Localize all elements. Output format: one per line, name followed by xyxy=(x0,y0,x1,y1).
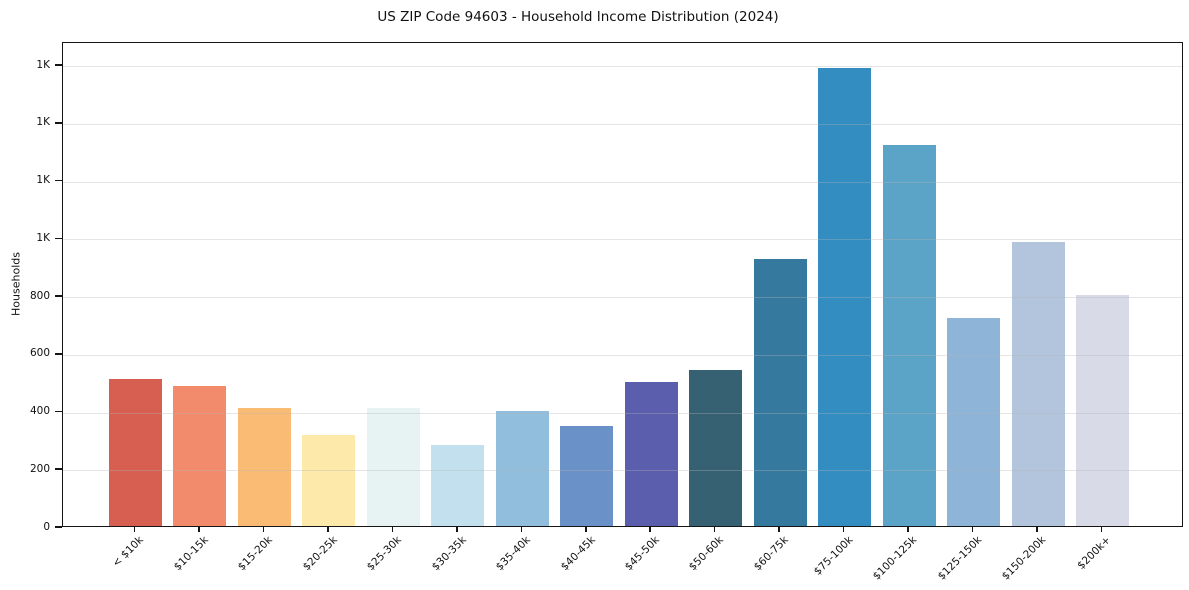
x-tick-mark xyxy=(391,527,394,532)
y-tick-label: 1K xyxy=(36,174,50,187)
x-tick-label: $45-50k xyxy=(622,534,662,574)
x-tick-label: $10-15k xyxy=(171,534,211,574)
bars-layer xyxy=(63,43,1182,526)
x-tick-mark xyxy=(778,527,780,532)
x-tick-label: $40-45k xyxy=(558,534,598,574)
plot-area xyxy=(62,42,1183,527)
x-tick-mark xyxy=(520,527,523,532)
bar-$125-150k xyxy=(947,318,1001,526)
bar-$15-20k xyxy=(237,407,291,526)
x-tick-label: < $10k xyxy=(110,534,146,570)
x-tick-mark xyxy=(713,527,716,532)
y-tick-mark xyxy=(55,468,62,471)
bar-$35-40k xyxy=(495,410,549,526)
y-tick-label: 1K xyxy=(36,116,50,129)
x-tick-mark xyxy=(262,527,265,532)
x-tick-label: $100-125k xyxy=(871,534,920,583)
x-tick-mark xyxy=(1100,527,1103,532)
x-tick-label: $25-30k xyxy=(364,534,404,574)
y-tick-mark xyxy=(55,352,62,355)
y-tick-mark xyxy=(55,410,62,413)
bar-$25-30k xyxy=(366,408,420,526)
y-tick-mark xyxy=(55,295,62,297)
y-tick-mark xyxy=(55,237,62,240)
x-tick-mark xyxy=(1036,527,1038,532)
y-tick-label: 1K xyxy=(36,231,50,244)
bar-$30-35k xyxy=(431,445,485,526)
y-tick-label: 0 xyxy=(43,520,50,533)
x-tick-label: $150-200k xyxy=(999,534,1049,583)
x-tick-mark xyxy=(649,527,652,532)
x-tick-label: $125-150k xyxy=(935,534,985,583)
bar-$10-15k xyxy=(173,386,227,526)
x-tick-label: $30-35k xyxy=(429,534,469,574)
x-tick-label: $60-75k xyxy=(751,534,791,574)
y-tick-mark xyxy=(55,64,62,66)
y-tick-label: 400 xyxy=(29,405,50,418)
x-tick-label: $75-100k xyxy=(811,534,856,578)
x-tick-label: $50-60k xyxy=(687,534,727,574)
y-tick-label: 800 xyxy=(29,289,50,302)
bar-$75-100k xyxy=(818,68,872,526)
x-tick-label: $15-20k xyxy=(235,534,275,574)
x-tick-label: $20-25k xyxy=(300,534,340,574)
x-tick-mark xyxy=(327,527,329,532)
y-tick-label: 1K xyxy=(36,58,50,71)
x-tick-label: $200k+ xyxy=(1075,534,1113,572)
x-tick-mark xyxy=(971,527,974,532)
x-tick-mark xyxy=(907,527,909,532)
bar-$200k+ xyxy=(1076,295,1129,526)
x-tick-mark xyxy=(584,527,587,532)
bar-$150-200k xyxy=(1011,241,1065,526)
x-tick-mark xyxy=(133,527,136,532)
x-tick-mark xyxy=(842,527,845,532)
bar-$40-45k xyxy=(560,426,614,526)
y-tick-mark xyxy=(55,122,62,124)
bar-$50-60k xyxy=(689,370,743,526)
x-tick-mark xyxy=(198,527,200,532)
bar-$20-25k xyxy=(302,435,356,526)
y-axis-label: Households xyxy=(9,252,23,316)
y-tick-label: 200 xyxy=(29,462,50,475)
y-tick-mark xyxy=(55,526,62,528)
x-tick-mark xyxy=(456,527,458,532)
y-tick-label: 600 xyxy=(29,347,50,360)
x-tick-label: $35-40k xyxy=(493,534,533,574)
bar-$60-75k xyxy=(753,258,807,526)
bar-$100-125k xyxy=(882,144,936,526)
bar-$45-50k xyxy=(624,381,678,526)
bar-< $10k xyxy=(109,378,162,526)
y-tick-mark xyxy=(55,179,62,182)
chart-title: US ZIP Code 94603 - Household Income Dis… xyxy=(377,9,779,25)
